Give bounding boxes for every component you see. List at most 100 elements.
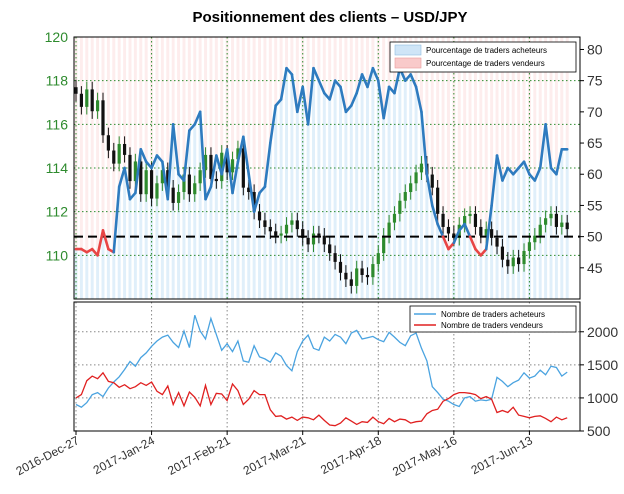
buyer-percent-segment bbox=[155, 154, 164, 164]
seller-percent-band bbox=[220, 37, 224, 175]
buyer-percent-segment bbox=[382, 85, 391, 120]
seller-percent-band bbox=[538, 37, 542, 168]
candle-body bbox=[376, 253, 380, 265]
price-candles bbox=[74, 79, 569, 294]
buyer-percent-segment bbox=[236, 135, 245, 164]
x-axis-tick-label: 2017-Jan-24 bbox=[91, 433, 157, 477]
seller-percent-band bbox=[144, 37, 148, 162]
buyer-percent-band bbox=[317, 80, 321, 300]
candle-body bbox=[144, 170, 148, 195]
buyer-percent-band bbox=[106, 249, 110, 299]
seller-percent-band bbox=[187, 37, 191, 131]
seller-percent-band bbox=[360, 37, 364, 75]
seller-percent-band bbox=[441, 37, 445, 237]
buyer-percent-segment bbox=[96, 229, 105, 257]
buyer-percent-band bbox=[392, 93, 396, 300]
buyer-percent-segment bbox=[420, 110, 429, 176]
candle-body bbox=[139, 161, 143, 195]
candle-body bbox=[290, 220, 294, 225]
buyer-percent-band bbox=[144, 161, 148, 299]
seller-percent-band bbox=[209, 37, 213, 187]
buyer-percent-band bbox=[365, 86, 369, 300]
candle-body bbox=[365, 274, 370, 278]
candle-body bbox=[209, 154, 213, 179]
candle-body bbox=[360, 268, 364, 275]
seller-percent-band bbox=[312, 37, 315, 69]
seller-percent-band bbox=[139, 37, 143, 150]
seller-percent-band bbox=[279, 37, 283, 100]
right-axis-tick-label: 50 bbox=[587, 229, 603, 245]
buyer-percent-band bbox=[344, 111, 348, 299]
right-axis-tick-label: 75 bbox=[587, 73, 603, 89]
buyer-percent-segment bbox=[128, 191, 137, 201]
candle-body bbox=[317, 233, 321, 236]
candle-body bbox=[230, 159, 235, 173]
buyer-percent-segment bbox=[171, 123, 180, 176]
buyer-percent-band bbox=[263, 186, 267, 299]
buyer-percent-band bbox=[128, 199, 132, 299]
candle-body bbox=[236, 148, 240, 160]
candle-body bbox=[279, 233, 283, 236]
candle-body bbox=[268, 226, 272, 232]
seller-percent-band bbox=[446, 37, 450, 250]
seller-percent-band bbox=[306, 37, 310, 125]
buyer-percent-segment bbox=[263, 141, 272, 189]
seller-percent-band bbox=[452, 37, 456, 243]
buyer-percent-band bbox=[198, 111, 202, 299]
seller-percent-band bbox=[204, 37, 208, 200]
seller-percent-band bbox=[544, 37, 548, 125]
buyer-percent-segment bbox=[376, 79, 385, 120]
buyer-percent-segment bbox=[312, 66, 321, 82]
buyer-percent-band bbox=[306, 124, 310, 299]
buyer-percent-segment bbox=[242, 135, 251, 176]
buyer-percent-segment bbox=[339, 85, 348, 114]
seller-percent-band bbox=[117, 37, 121, 187]
candle-body bbox=[560, 222, 564, 227]
top-legend-buyers-swatch bbox=[394, 44, 422, 56]
buyer-percent-segment bbox=[209, 154, 218, 189]
buyer-percent-segment bbox=[285, 66, 294, 76]
seller-percent-band bbox=[468, 37, 472, 237]
candle-body bbox=[517, 257, 521, 265]
top-legend-buyers-label: Pourcentage de traders acheteurs bbox=[426, 46, 547, 55]
buyer-percent-segment bbox=[204, 185, 213, 201]
seller-percent-band bbox=[285, 37, 289, 69]
buyer-percent-band bbox=[166, 199, 170, 299]
buyer-percent-band bbox=[90, 249, 94, 299]
buyer-percent-band bbox=[79, 249, 83, 299]
candle-body bbox=[500, 246, 505, 260]
candle-body bbox=[166, 170, 170, 188]
seller-percent-band bbox=[430, 37, 434, 206]
candle-body bbox=[409, 183, 413, 193]
seller-percent-band bbox=[436, 37, 440, 225]
left-axis-tick-label: 116 bbox=[46, 116, 69, 132]
candle-body bbox=[263, 220, 267, 227]
candle-body bbox=[554, 213, 559, 227]
seller-percent-band bbox=[371, 37, 375, 69]
buyer-percent-band bbox=[382, 118, 386, 299]
seller-percent-band bbox=[344, 37, 348, 112]
buyer-percent-segment bbox=[441, 235, 450, 251]
candle-body bbox=[214, 178, 218, 182]
buyer-percent-band bbox=[160, 161, 164, 299]
bottom-panel-frame bbox=[73, 301, 581, 432]
buyer-percent-segment bbox=[544, 123, 553, 170]
seller-percent-band bbox=[182, 37, 186, 181]
bottom-legend-box bbox=[409, 305, 577, 333]
x-axis-tick-label: 2017-Apr-18 bbox=[318, 433, 384, 477]
buyer-percent-segment bbox=[225, 147, 234, 195]
bottom-right-axis: 500 1000 1500 2000 bbox=[580, 324, 618, 439]
seller-percent-band bbox=[511, 37, 515, 175]
seller-percent-band bbox=[171, 37, 175, 125]
seller-percent-band bbox=[333, 37, 337, 81]
buyer-percent-segment bbox=[344, 104, 353, 114]
left-axis-tick-label: 110 bbox=[46, 247, 69, 263]
buyer-percent-segment bbox=[409, 73, 418, 89]
top-legend-sellers-swatch bbox=[394, 57, 422, 69]
candle-body bbox=[257, 211, 262, 221]
buyer-percent-segment bbox=[511, 166, 520, 176]
buyer-percent-band bbox=[204, 199, 208, 299]
candle-body bbox=[533, 235, 537, 243]
candle-body bbox=[446, 226, 451, 234]
